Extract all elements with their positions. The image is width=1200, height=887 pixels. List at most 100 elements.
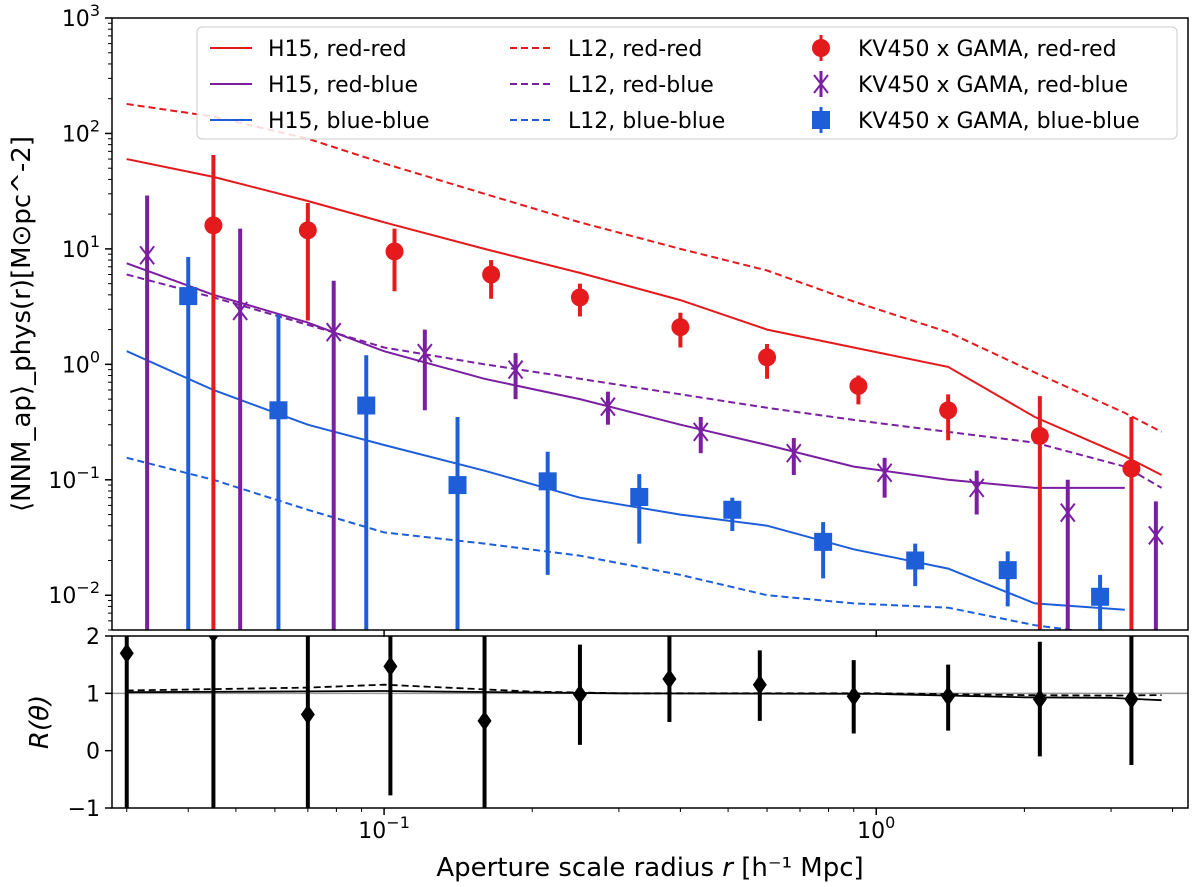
point-kv450-x-gama-red-blue xyxy=(876,463,893,483)
y-tick-base: 10 xyxy=(62,122,90,147)
y-axis-label: ⟨NNM_ap⟩_phys(r)[M⊙pc^-2] xyxy=(7,136,37,512)
legend-label-l12-red-red: L12, red-red xyxy=(568,37,702,62)
point-kv450-x-gama-red-blue xyxy=(232,301,248,321)
legend-label-l12-red-blue: L12, red-blue xyxy=(568,73,714,98)
y-tick-label: 101 xyxy=(62,232,100,263)
point-kv450-x-gama-red-red xyxy=(1122,459,1141,478)
point-kv450-x-gama-blue-blue xyxy=(179,287,198,306)
point-kv450-x-gama-red-red xyxy=(939,401,958,420)
x-tick-base: 10 xyxy=(358,819,386,844)
y-tick-exponent: 0 xyxy=(90,347,100,366)
y-tick-label: 10−2 xyxy=(48,578,100,609)
ratio-panel-frame xyxy=(111,635,1189,809)
legend-swatch-kv450-x-gama-red-blue xyxy=(813,74,829,94)
point-kv450-x-gama-red-red xyxy=(482,265,501,284)
point-kv450-x-gama-red-blue xyxy=(325,322,342,342)
y-tick-exponent: 3 xyxy=(90,1,100,20)
ratio-y-tick-label: 2 xyxy=(86,625,100,650)
ratio-axis-label: R(θ) xyxy=(25,695,55,749)
ratio-point xyxy=(846,686,861,707)
y-tick-label: 100 xyxy=(62,347,100,378)
point-kv450-x-gama-blue-blue xyxy=(1091,587,1110,606)
point-kv450-x-gama-red-red xyxy=(849,376,868,395)
x-tick-label: 100 xyxy=(857,813,895,844)
ratio-solid-line xyxy=(126,690,1162,702)
y-tick-base: 10 xyxy=(62,238,90,263)
legend-label-h15-red-blue: H15, red-blue xyxy=(268,73,418,98)
point-kv450-x-gama-red-blue xyxy=(968,478,985,498)
point-kv450-x-gama-red-blue xyxy=(1059,502,1076,523)
line-l12-red-blue xyxy=(126,273,1163,489)
point-kv450-x-gama-red-blue xyxy=(139,245,155,265)
ratio-point xyxy=(208,636,219,644)
ratio-y-tick-label: 1 xyxy=(86,682,100,707)
point-kv450-x-gama-red-blue xyxy=(600,397,616,417)
line-h15-red-red xyxy=(126,158,1163,476)
point-kv450-x-gama-red-blue xyxy=(507,360,524,380)
y-tick-exponent: 2 xyxy=(90,116,100,135)
main-panel-frame xyxy=(111,17,1189,631)
point-kv450-x-gama-red-red xyxy=(204,216,223,235)
x-tick-exponent: −1 xyxy=(386,813,410,832)
point-kv450-x-gama-blue-blue xyxy=(723,500,742,519)
legend-label-l12-blue-blue: L12, blue-blue xyxy=(568,109,725,134)
ratio-point xyxy=(662,669,677,689)
ratio-point xyxy=(383,656,398,677)
y-tick-base: 10 xyxy=(48,584,76,609)
y-tick-label: 102 xyxy=(62,116,100,147)
legend-label-kv450-x-gama-blue-blue: KV450 x GAMA, blue-blue xyxy=(858,109,1140,134)
ratio-point xyxy=(300,704,315,725)
ratio-point xyxy=(119,643,134,664)
point-kv450-x-gama-red-red xyxy=(758,348,777,367)
legend-label-kv450-x-gama-red-red: KV450 x GAMA, red-red xyxy=(858,37,1117,62)
point-kv450-x-gama-red-red xyxy=(570,288,589,307)
legend-label-h15-blue-blue: H15, blue-blue xyxy=(268,109,430,134)
point-kv450-x-gama-red-blue xyxy=(417,343,433,363)
point-kv450-x-gama-blue-blue xyxy=(357,396,376,415)
legend-swatch-kv450-x-gama-blue-blue xyxy=(812,111,830,129)
point-kv450-x-gama-red-blue xyxy=(1148,525,1164,545)
y-tick-exponent: 1 xyxy=(90,232,100,251)
x-tick-base: 10 xyxy=(857,819,885,844)
point-kv450-x-gama-red-blue xyxy=(692,422,709,442)
point-kv450-x-gama-red-red xyxy=(385,242,404,261)
point-kv450-x-gama-blue-blue xyxy=(448,476,467,495)
y-tick-label: 103 xyxy=(62,1,100,32)
ratio-point xyxy=(941,686,956,707)
y-tick-base: 10 xyxy=(62,7,90,32)
y-tick-base: 10 xyxy=(48,469,76,494)
line-h15-blue-blue xyxy=(126,350,1125,611)
ratio-point xyxy=(752,674,767,695)
x-axis-label-prefix: Aperture scale radius xyxy=(436,853,722,883)
ratio-point xyxy=(572,684,587,705)
point-kv450-x-gama-red-red xyxy=(1030,426,1049,445)
ratio-point xyxy=(1124,689,1139,710)
x-axis-label-var: r xyxy=(722,853,735,883)
legend-label-kv450-x-gama-red-blue: KV450 x GAMA, red-blue xyxy=(858,73,1128,98)
x-tick-label: 10−1 xyxy=(358,813,410,844)
x-tick-exponent: 0 xyxy=(885,813,895,832)
y-tick-exponent: −2 xyxy=(76,578,100,597)
y-tick-exponent: −1 xyxy=(76,463,100,482)
point-kv450-x-gama-red-red xyxy=(298,221,317,240)
line-l12-blue-blue xyxy=(126,456,1079,630)
y-tick-base: 10 xyxy=(62,353,90,378)
x-axis-label: Aperture scale radius r [h⁻¹ Mpc] xyxy=(436,853,863,883)
point-kv450-x-gama-blue-blue xyxy=(998,561,1017,580)
point-kv450-x-gama-blue-blue xyxy=(814,532,833,551)
ratio-y-tick-label: −1 xyxy=(68,797,100,822)
ratio-point xyxy=(1032,689,1047,710)
ratio-y-tick-label: 0 xyxy=(86,740,100,765)
line-l12-red-red xyxy=(126,103,1163,433)
y-tick-label: 10−1 xyxy=(48,463,100,494)
legend-label-h15-red-red: H15, red-red xyxy=(268,37,407,62)
point-kv450-x-gama-blue-blue xyxy=(630,487,649,506)
legend: H15, red-red H15, red-blue H15, blue-blue L… xyxy=(196,26,1178,140)
line-h15-red-blue xyxy=(126,262,1125,489)
point-kv450-x-gama-red-blue xyxy=(786,443,802,463)
ratio-point xyxy=(477,710,492,731)
point-kv450-x-gama-blue-blue xyxy=(538,472,557,491)
